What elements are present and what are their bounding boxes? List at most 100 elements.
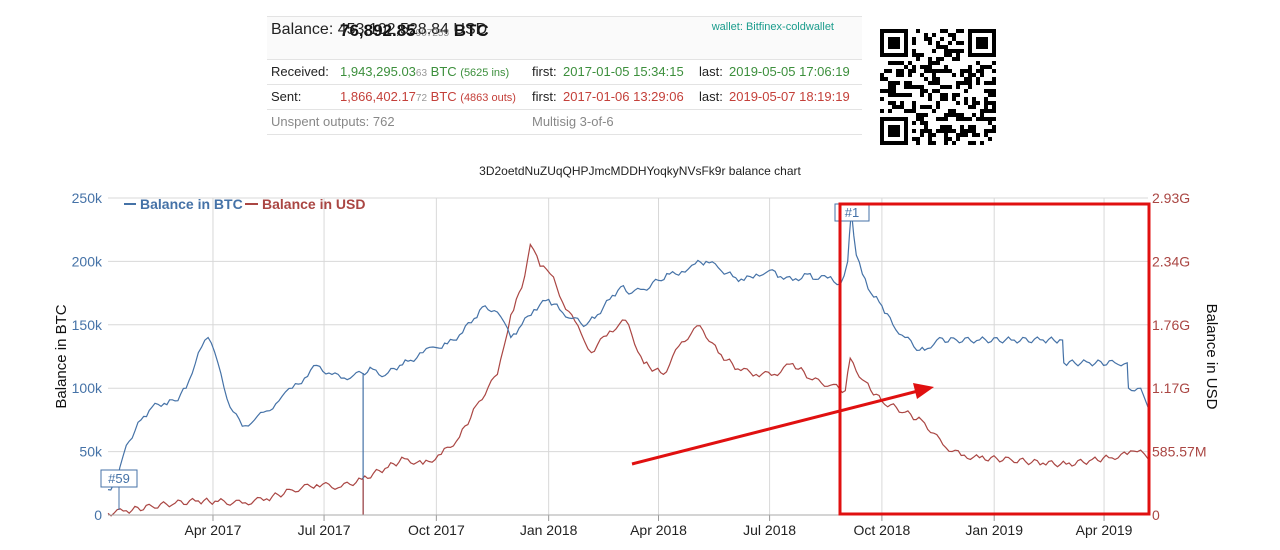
multisig-info: Multisig 3-of-6	[532, 114, 614, 129]
qr-module	[924, 129, 928, 133]
qr-module	[956, 85, 960, 89]
qr-module	[900, 101, 904, 105]
qr-module	[988, 101, 992, 105]
qr-module	[920, 73, 924, 77]
qr-module	[928, 93, 932, 97]
qr-module	[940, 93, 944, 97]
qr-module	[960, 29, 964, 33]
qr-module	[960, 125, 964, 129]
highlight-arrow-head	[913, 383, 934, 399]
qr-module	[928, 105, 932, 109]
qr-module	[948, 49, 952, 53]
qr-module	[936, 129, 940, 133]
legend-label-btc: Balance in BTC	[140, 196, 243, 212]
qr-module	[904, 85, 908, 89]
qr-module	[928, 133, 932, 137]
sent-amount-value: 1,866,402.17	[340, 89, 416, 104]
received-unit: BTC	[430, 64, 457, 79]
x-tick-label: Jul 2018	[743, 522, 796, 538]
qr-module	[888, 109, 892, 113]
series-line-usd	[107, 242, 1149, 517]
qr-module	[936, 81, 940, 85]
qr-module	[992, 105, 996, 109]
qr-module	[988, 89, 992, 93]
qr-module	[992, 81, 996, 85]
qr-module	[980, 109, 984, 113]
qr-module	[896, 69, 900, 73]
qr-module	[960, 113, 964, 117]
qr-module	[924, 89, 928, 93]
y-tick-label-right: 585.57M	[1152, 444, 1206, 460]
x-tick-label: Jul 2017	[298, 522, 351, 538]
qr-module	[880, 89, 884, 93]
highlight-arrow-shaft	[631, 389, 919, 466]
qr-module	[984, 65, 988, 69]
qr-module	[960, 73, 964, 77]
balance-btc-unit: BTC	[453, 21, 489, 40]
qr-module	[952, 109, 956, 113]
sent-first-label: first:	[532, 89, 557, 104]
y-tick-label-left: 150k	[72, 317, 103, 333]
qr-module	[912, 49, 916, 53]
qr-module	[920, 93, 924, 97]
qr-module	[980, 117, 984, 121]
qr-module	[916, 113, 920, 117]
qr-module	[924, 105, 928, 109]
qr-module	[916, 141, 920, 145]
qr-module	[912, 41, 916, 45]
qr-module	[976, 133, 980, 137]
qr-module	[940, 57, 944, 61]
received-last-label: last:	[699, 64, 723, 79]
qr-module	[944, 69, 948, 73]
qr-module	[956, 49, 960, 53]
qr-module	[924, 33, 928, 37]
qr-module	[952, 97, 956, 101]
qr-module	[920, 121, 924, 125]
balance-usd-value: 453,102,528.84 USD	[337, 21, 488, 38]
y-tick-label-left: 250k	[72, 190, 103, 206]
qr-module	[968, 73, 972, 77]
qr-module	[944, 117, 948, 121]
qr-module	[892, 93, 896, 97]
received-label: Received:	[271, 64, 329, 79]
qr-module	[920, 129, 924, 133]
qr-module	[888, 93, 892, 97]
qr-module	[880, 77, 884, 81]
qr-module	[992, 129, 996, 133]
qr-module	[964, 77, 968, 81]
qr-module	[992, 69, 996, 73]
qr-module	[912, 101, 916, 105]
qr-module	[916, 53, 920, 57]
qr-module	[952, 113, 956, 117]
qr-module	[888, 101, 892, 105]
qr-module	[984, 89, 988, 93]
wallet-link[interactable]: wallet: Bitfinex-coldwallet	[711, 21, 834, 33]
qr-module	[940, 29, 944, 33]
chart-title: 3D2oetdNuZUqQHPJmcMDDHYoqkyNVsFk9r balan…	[479, 164, 801, 178]
qr-module	[920, 133, 924, 137]
qr-module	[956, 137, 960, 141]
qr-module	[936, 101, 940, 105]
qr-module	[992, 125, 996, 129]
unspent-outputs: Unspent outputs: 762	[271, 114, 395, 129]
qr-module	[952, 73, 956, 77]
sent-unit: BTC	[430, 89, 457, 104]
chart-legend[interactable]: Balance in BTC Balance in USD	[124, 196, 365, 212]
qr-module	[988, 117, 992, 121]
qr-module	[888, 81, 892, 85]
qr-module	[944, 113, 948, 117]
y-tick-label-right: 2.34G	[1152, 253, 1190, 269]
y-tick-label-left: 50k	[79, 444, 103, 460]
qr-module	[960, 69, 964, 73]
qr-module	[972, 113, 976, 117]
y-tick-label-right: 2.93G	[1152, 190, 1190, 206]
annotation-label-1: #1	[845, 205, 859, 220]
qr-module	[932, 77, 936, 81]
qr-module	[960, 117, 964, 121]
chart-grid	[108, 197, 1148, 516]
qr-module	[896, 61, 900, 65]
qr-module	[964, 101, 968, 105]
qr-module	[912, 65, 916, 69]
qr-module	[940, 97, 944, 101]
qr-module	[928, 41, 932, 45]
